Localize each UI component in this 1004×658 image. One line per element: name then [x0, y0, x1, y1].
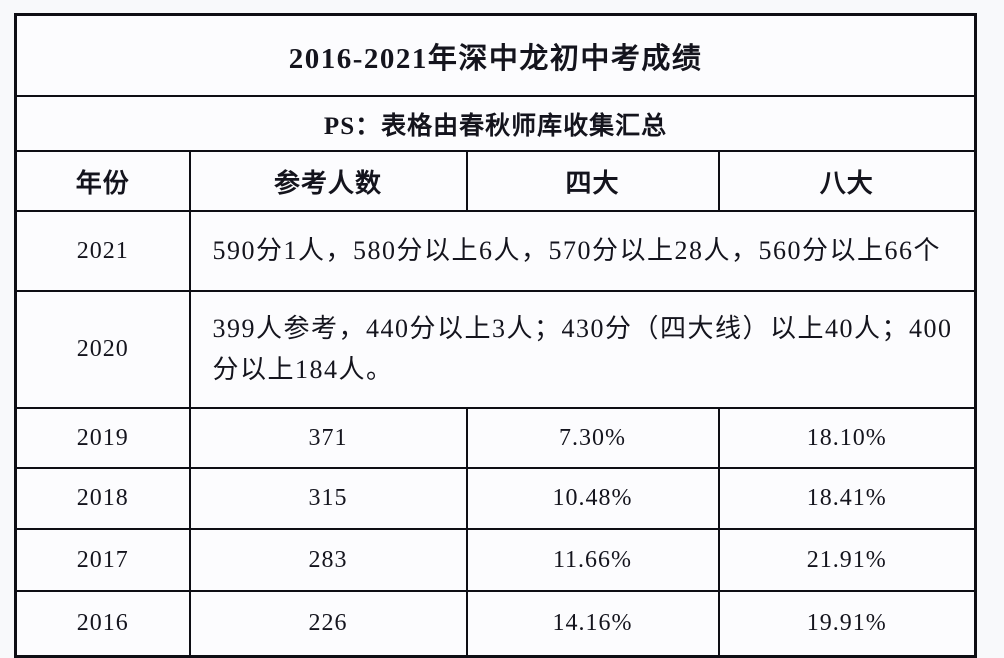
- year-cell: 2021: [14, 210, 191, 292]
- table-subtitle: PS：表格由春秋师库收集汇总: [14, 95, 977, 152]
- year-cell: 2019: [14, 407, 191, 469]
- four-rate-cell: 10.48%: [465, 467, 720, 530]
- year-cell: 2020: [14, 290, 191, 409]
- participants-cell: 315: [188, 467, 468, 530]
- year-cell: 2018: [14, 467, 191, 530]
- participants-cell: 371: [188, 407, 468, 469]
- four-rate-cell: 11.66%: [465, 528, 720, 592]
- table-row-2019: 2019 371 7.30% 18.10%: [14, 407, 977, 469]
- four-rate-cell: 14.16%: [465, 590, 720, 658]
- table-title: 2016-2021年深中龙初中考成绩: [14, 13, 977, 97]
- table-row-2020: 2020 399人参考，440分以上3人；430分（四大线）以上40人；400分…: [14, 290, 977, 409]
- table-row-2016: 2016 226 14.16% 19.91%: [14, 590, 977, 658]
- participants-cell: 283: [188, 528, 468, 592]
- eight-rate-cell: 19.91%: [717, 590, 977, 658]
- participants-cell: 226: [188, 590, 468, 658]
- eight-rate-cell: 18.41%: [717, 467, 977, 530]
- four-rate-cell: 7.30%: [465, 407, 720, 469]
- exam-results-table: 2016-2021年深中龙初中考成绩 PS：表格由春秋师库收集汇总 年份 参考人…: [14, 13, 978, 658]
- title-row: 2016-2021年深中龙初中考成绩: [14, 13, 977, 97]
- column-header-eight: 八大: [717, 150, 977, 212]
- table-row-2021: 2021 590分1人，580分以上6人，570分以上28人，560分以上66个: [14, 210, 977, 292]
- eight-rate-cell: 21.91%: [717, 528, 977, 592]
- subtitle-row: PS：表格由春秋师库收集汇总: [14, 95, 977, 152]
- column-header-year: 年份: [14, 150, 191, 212]
- column-header-four: 四大: [465, 150, 720, 212]
- score-note-cell: 590分1人，580分以上6人，570分以上28人，560分以上66个: [188, 210, 977, 292]
- score-note-cell: 399人参考，440分以上3人；430分（四大线）以上40人；400分以上184…: [188, 290, 977, 409]
- table-row-2018: 2018 315 10.48% 18.41%: [14, 467, 977, 530]
- column-header-row: 年份 参考人数 四大 八大: [14, 150, 977, 212]
- column-header-participants: 参考人数: [188, 150, 468, 212]
- year-cell: 2017: [14, 528, 191, 592]
- table-row-2017: 2017 283 11.66% 21.91%: [14, 528, 977, 592]
- eight-rate-cell: 18.10%: [717, 407, 977, 469]
- page-background: 2016-2021年深中龙初中考成绩 PS：表格由春秋师库收集汇总 年份 参考人…: [14, 13, 978, 658]
- year-cell: 2016: [14, 590, 191, 658]
